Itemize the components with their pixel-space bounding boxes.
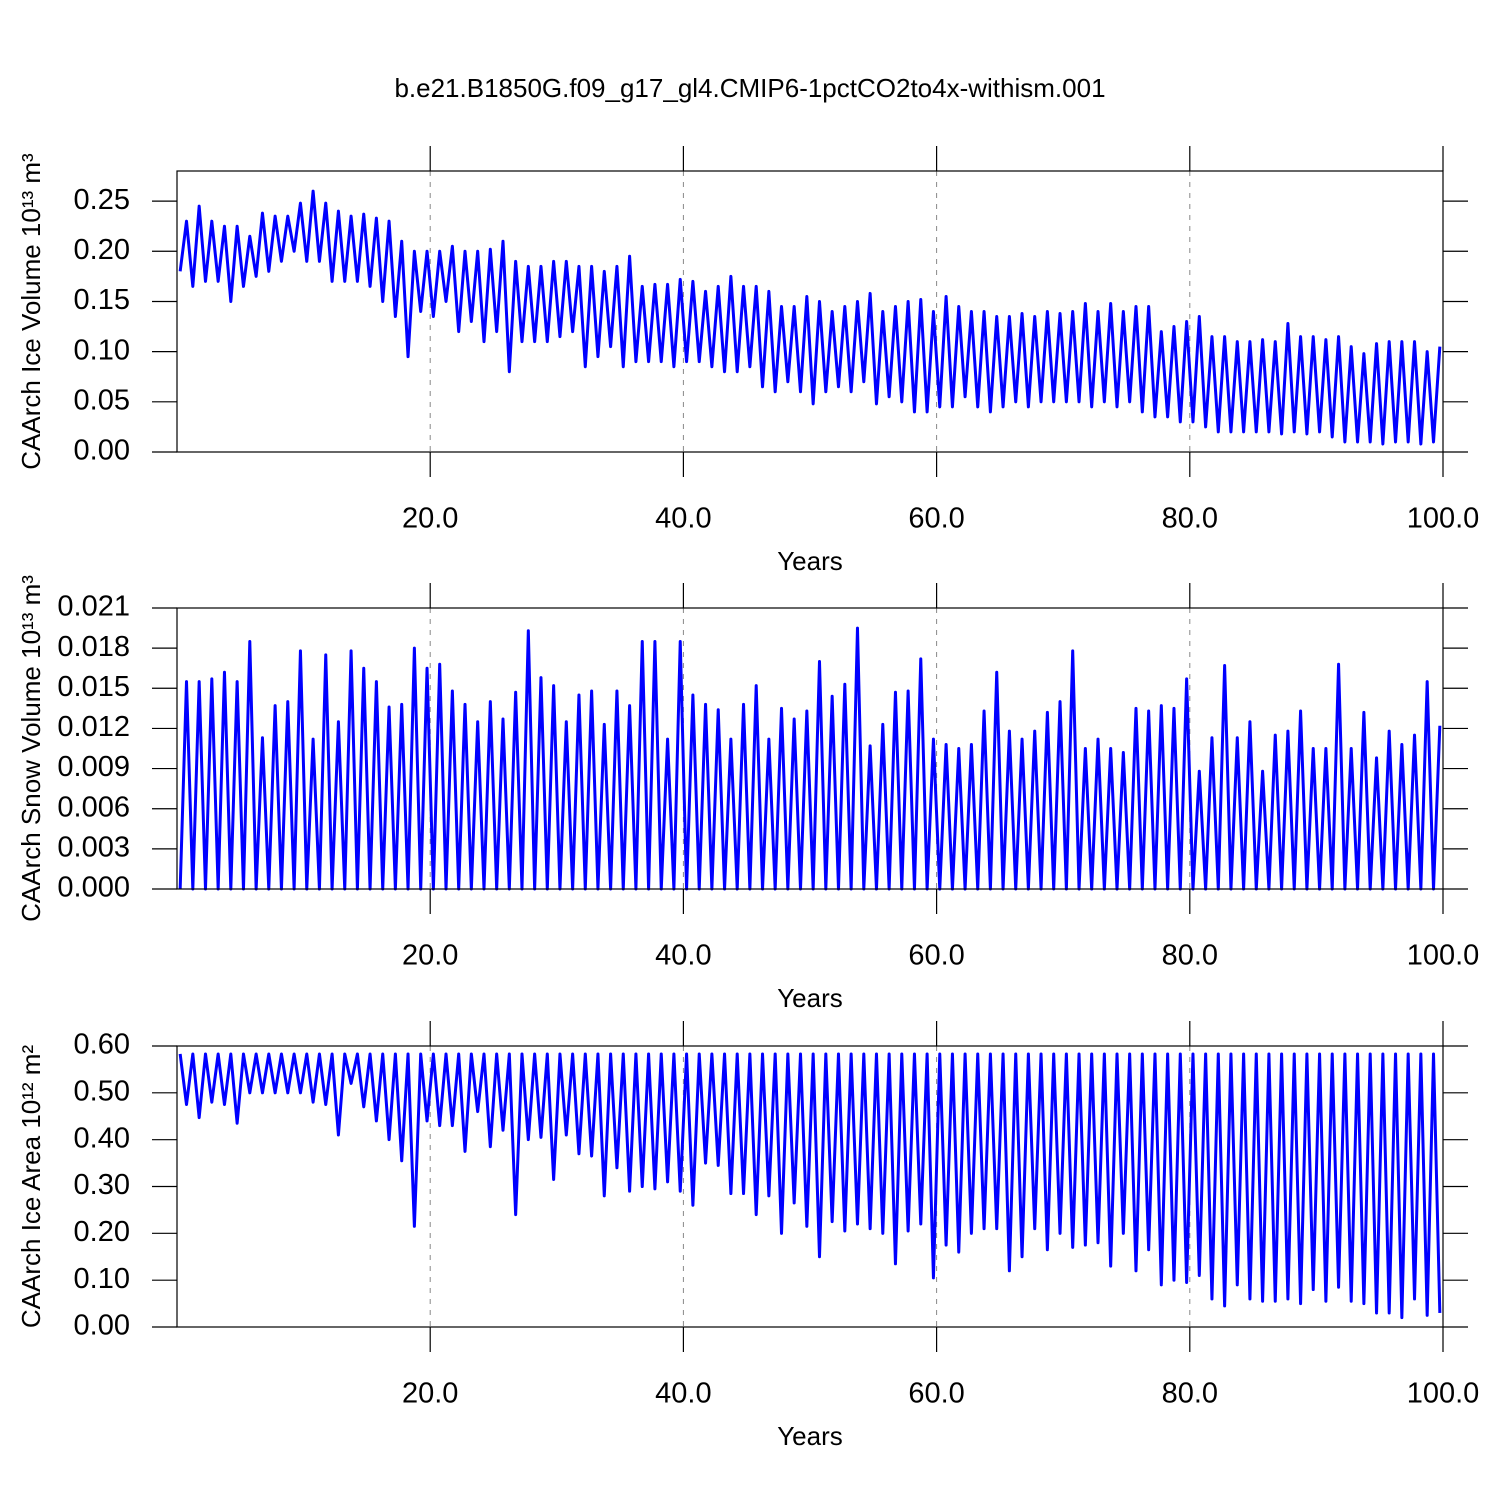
x-tick-label: 40.0: [655, 1378, 711, 1410]
y-tick-label: 0.00: [74, 1310, 130, 1342]
data-line: [178, 626, 1442, 891]
y-tick-label: 0.009: [57, 751, 130, 783]
x-tick-label: 20.0: [402, 503, 458, 535]
y-tick-label: 0.05: [74, 384, 130, 416]
y-tick-label: 0.15: [74, 284, 130, 316]
y-tick-label: 0.021: [57, 591, 130, 623]
y-tick-label: 0.10: [74, 1263, 130, 1295]
plot-frame: [176, 607, 1444, 890]
y-tick-label: 0.012: [57, 711, 130, 743]
x-tick-label: 40.0: [655, 940, 711, 972]
x-tick-label: 80.0: [1162, 503, 1218, 535]
x-tick-label: 100.0: [1407, 1378, 1480, 1410]
x-axis-label: Years: [777, 546, 843, 576]
data-line: [178, 1052, 1442, 1320]
y-tick-label: 0.000: [57, 872, 130, 904]
x-tick-label: 80.0: [1162, 1378, 1218, 1410]
x-tick-label: 100.0: [1407, 940, 1480, 972]
y-tick-label: 0.018: [57, 631, 130, 663]
y-tick-label: 0.003: [57, 832, 130, 864]
x-tick-label: 20.0: [402, 1378, 458, 1410]
y-tick-label: 0.10: [74, 334, 130, 366]
figure-title: b.e21.B1850G.f09_g17_gl4.CMIP6-1pctCO2to…: [394, 73, 1105, 103]
y-tick-label: 0.40: [74, 1122, 130, 1154]
x-axis-label: Years: [777, 983, 843, 1013]
data-line: [178, 189, 1442, 446]
y-tick-label: 0.25: [74, 184, 130, 216]
x-tick-label: 20.0: [402, 940, 458, 972]
plot-frame: [176, 170, 1444, 453]
x-tick-label: 100.0: [1407, 503, 1480, 535]
x-tick-label: 60.0: [908, 1378, 964, 1410]
x-axis-label: Years: [777, 1421, 843, 1451]
y-axis-label: CAArch Ice Area 10¹² m²: [16, 1045, 46, 1329]
y-tick-label: 0.20: [74, 1216, 130, 1248]
x-tick-label: 80.0: [1162, 940, 1218, 972]
y-tick-label: 0.20: [74, 234, 130, 266]
y-tick-label: 0.50: [74, 1075, 130, 1107]
y-tick-label: 0.60: [74, 1029, 130, 1061]
x-tick-label: 60.0: [908, 940, 964, 972]
y-tick-label: 0.30: [74, 1169, 130, 1201]
y-axis-label: CAArch Ice Volume 10¹³ m³: [16, 153, 46, 470]
y-tick-label: 0.015: [57, 671, 130, 703]
x-tick-label: 40.0: [655, 503, 711, 535]
y-tick-label: 0.00: [74, 435, 130, 467]
y-axis-label: CAArch Snow Volume 10¹³ m³: [16, 575, 46, 922]
y-tick-label: 0.006: [57, 791, 130, 823]
x-tick-label: 60.0: [908, 503, 964, 535]
